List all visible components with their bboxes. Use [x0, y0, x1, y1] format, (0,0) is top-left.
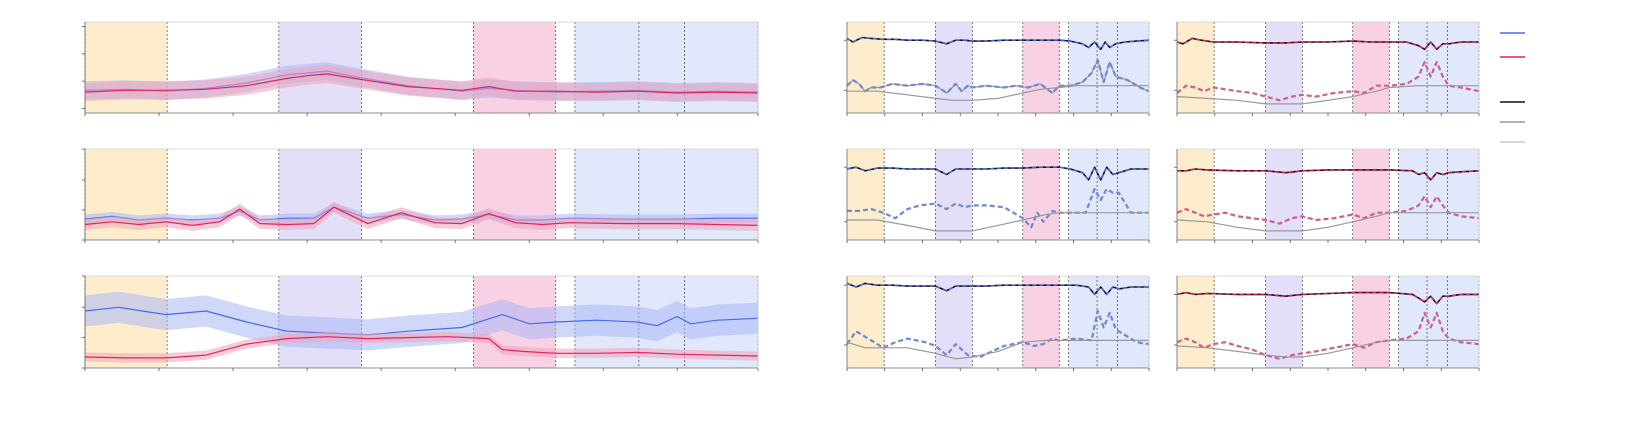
subplot-grid — [82, 21, 1480, 371]
series-line-gray — [847, 339, 1149, 360]
series-line-gray — [847, 85, 1149, 101]
shaded-region — [935, 149, 973, 240]
shaded-region — [847, 22, 885, 113]
series-line-red — [85, 73, 758, 94]
series-line-gray — [847, 212, 1149, 232]
shaded-region — [1022, 22, 1060, 113]
shaded-region — [1265, 276, 1303, 368]
series-line-gray — [1177, 85, 1479, 105]
series-line-blue_dashed_thick — [847, 59, 1149, 95]
confidence-band-red — [85, 64, 758, 103]
series-line-red_dashed — [1177, 291, 1479, 305]
series-line-gray — [1177, 339, 1479, 358]
legend — [1500, 32, 1525, 143]
shaded-region — [1022, 276, 1060, 368]
series-line-blue_dashed — [847, 166, 1149, 181]
shaded-region — [1398, 149, 1479, 240]
series-line-red — [85, 206, 758, 226]
shaded-region — [1352, 276, 1390, 368]
series-line-blue_dashed_thick — [847, 187, 1149, 229]
confidence-band-blue — [85, 291, 758, 351]
shaded-region — [1352, 22, 1390, 113]
shaded-region — [1177, 22, 1215, 113]
shaded-region — [1352, 149, 1390, 240]
shaded-region — [935, 22, 973, 113]
plot-area — [85, 201, 758, 231]
subplot-mid_row2 — [844, 148, 1150, 243]
plot-area — [847, 166, 1149, 232]
shaded-region — [1068, 276, 1149, 368]
subplot-right_row1 — [1174, 21, 1480, 116]
subplot-right_row3 — [1174, 275, 1480, 371]
subplot-left_row3 — [82, 275, 759, 371]
series-line-red_dashed_thick — [1177, 195, 1479, 225]
plot-area — [1177, 168, 1479, 232]
shaded-region — [1068, 149, 1149, 240]
subplot-right_row2 — [1174, 148, 1480, 243]
series-line-red_dashed — [1177, 37, 1479, 50]
shaded-region — [847, 276, 885, 368]
shaded-region — [1022, 149, 1060, 240]
shaded-region — [1177, 276, 1215, 368]
series-line-red_dashed_thick — [1177, 311, 1479, 360]
series-line-gray — [1177, 212, 1479, 232]
subplot-mid_row3 — [844, 275, 1150, 371]
series-line-black — [1177, 168, 1479, 181]
subplot-left_row1 — [82, 21, 759, 116]
plot-area — [85, 291, 758, 363]
series-line-blue_dashed — [847, 36, 1149, 50]
series-line-blue — [85, 306, 758, 336]
series-line-red_dashed_thick — [1177, 60, 1479, 102]
series-line-blue_dashed — [847, 282, 1149, 296]
shaded-region — [1265, 149, 1303, 240]
subplot-mid_row1 — [844, 21, 1150, 116]
plot-area — [847, 282, 1149, 360]
plot-area — [85, 62, 758, 103]
shaded-region — [1177, 149, 1215, 240]
shaded-region — [847, 149, 885, 240]
confidence-band-red — [85, 332, 758, 363]
plot-area — [847, 36, 1149, 101]
plot-area — [1177, 37, 1479, 105]
series-line-red — [85, 336, 758, 359]
series-line-blue_dashed_thick — [847, 309, 1149, 359]
subplot-left_row2 — [82, 148, 759, 243]
plot-area — [1177, 291, 1479, 360]
